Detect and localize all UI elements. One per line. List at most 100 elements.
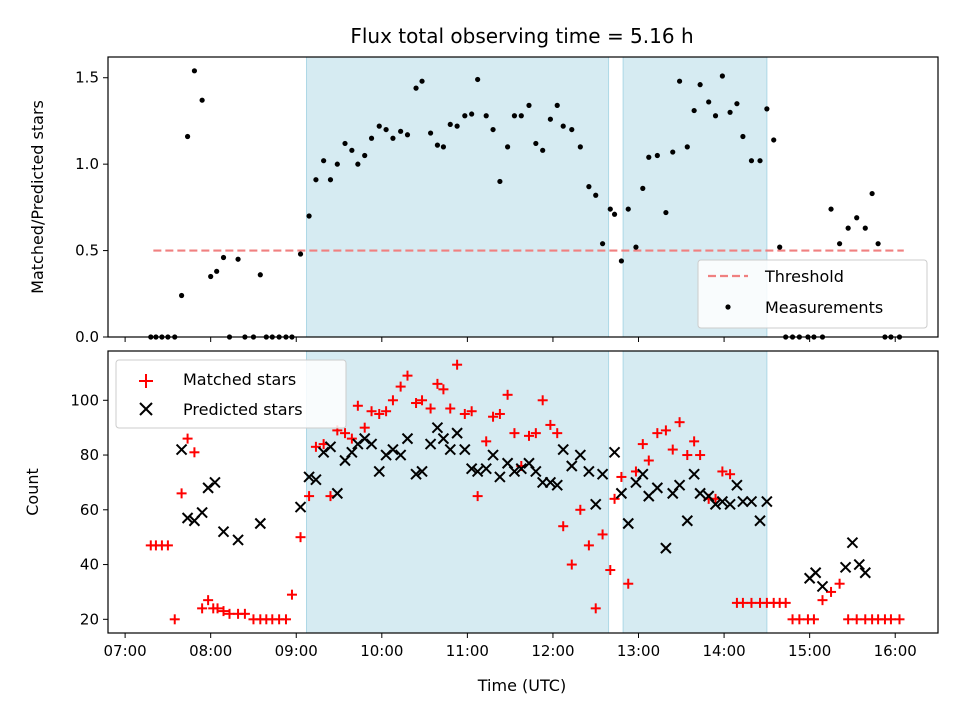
matched-stars-point	[817, 595, 828, 606]
predicted-stars-point	[694, 487, 706, 500]
observing-window-2	[622, 350, 768, 634]
predicted-stars-point	[761, 495, 773, 508]
matched-stars-point	[197, 603, 208, 614]
matched-stars-point	[286, 589, 297, 600]
measurements-point	[349, 147, 355, 153]
measurements-point	[355, 161, 361, 167]
predicted-stars-point	[424, 438, 437, 450]
matched-stars-point	[583, 540, 594, 551]
matched-stars-point	[537, 395, 548, 406]
count-panel: 20 40 60 80 100 07:00 08:00 09:00 10:00 11:00 12:…	[23, 350, 939, 695]
predicted-stars-point-b	[209, 476, 221, 489]
measurements-point	[670, 149, 676, 155]
measurements-point	[547, 116, 553, 122]
predicted-stars-point	[431, 421, 444, 434]
x-tick-label: 15:00	[788, 642, 831, 660]
measurements-point	[511, 113, 518, 119]
threshold-legend-label: Threshold	[764, 267, 844, 286]
predicted-stars-point-b	[394, 449, 407, 461]
matched-legend-label: Matched stars	[183, 370, 296, 389]
measurements-point	[748, 158, 755, 164]
predicted-stars-point-b	[437, 432, 450, 445]
predicted-stars-point	[480, 463, 492, 475]
measurements-legend-marker	[725, 304, 731, 310]
x-axis-label: Time (UTC)	[477, 676, 566, 695]
measurements-point	[518, 113, 524, 119]
predicted-stars-point	[745, 495, 758, 508]
predicted-stars-point	[551, 479, 563, 491]
predicted-stars-point-b	[310, 473, 322, 486]
measurements-point	[327, 177, 334, 183]
y-tick-label: 1.5	[75, 69, 99, 87]
predicted-stars-point-b	[694, 487, 706, 500]
predicted-stars-point	[643, 490, 655, 502]
matched-stars-point	[689, 436, 700, 447]
measurements-point	[771, 137, 777, 143]
measurements-point	[586, 184, 592, 190]
predicted-stars-point	[294, 501, 307, 513]
predicted-stars-point-b	[681, 515, 693, 527]
measurements-point	[869, 190, 875, 197]
y-tick-label: 0.5	[75, 242, 99, 260]
matched-stars-point	[746, 597, 757, 608]
matched-stars-point	[780, 597, 791, 608]
measurements-point	[390, 135, 396, 141]
matched-stars-point	[381, 406, 392, 417]
matched-stars-point	[509, 428, 520, 439]
predicted-stars-point	[846, 536, 859, 549]
matched-stars-point	[597, 529, 608, 540]
matched-stars-point	[717, 466, 728, 477]
predicted-stars-point-b	[596, 468, 609, 480]
matched-stars-point	[695, 450, 706, 461]
predicted-stars-point	[660, 542, 672, 554]
matched-stars-point	[488, 411, 499, 422]
predicted-stars-point-b	[673, 479, 686, 491]
matched-stars-point	[682, 450, 693, 461]
matched-stars-point	[452, 359, 463, 370]
matched-stars-point	[616, 471, 627, 482]
ratio-panel-frame	[107, 56, 939, 338]
measurements-point	[828, 206, 834, 212]
predicted-stars-point	[394, 449, 407, 461]
measurements-point	[235, 256, 241, 262]
measurements-point	[577, 144, 583, 150]
predicted-stars-point	[673, 479, 686, 491]
predicted-stars-point	[839, 561, 852, 573]
predicted-stars-point	[365, 438, 378, 450]
predicted-stars-point-b	[809, 567, 822, 579]
predicted-stars-point	[310, 473, 322, 486]
predicted-stars-point-b	[551, 479, 563, 491]
predicted-stars-point-b	[853, 558, 865, 571]
measurements-point	[497, 178, 503, 185]
predicted-stars-point	[544, 476, 557, 489]
predicted-stars-point	[437, 432, 450, 445]
measurements-point	[434, 142, 441, 148]
matched-stars-point	[502, 389, 513, 400]
x-tick-label: 10:00	[360, 642, 403, 660]
y-tick-label: 40	[80, 556, 99, 574]
matched-stars-point	[346, 433, 357, 444]
x-tick-label: 11:00	[446, 642, 489, 660]
predicted-stars-point-b	[324, 441, 337, 453]
predicted-stars-point-b	[217, 525, 230, 538]
predicted-stars-point-b	[175, 443, 188, 456]
predicted-stars-point-b	[574, 449, 587, 461]
x-tick-label: 13:00	[617, 642, 660, 660]
predicted-stars-point-b	[724, 498, 736, 511]
matched-stars-point	[643, 455, 654, 466]
matched-stars-point	[590, 603, 601, 614]
predicted-stars-point-b	[731, 479, 743, 491]
measurements-point	[199, 97, 205, 103]
predicted-stars-point-b	[346, 446, 358, 459]
measurements-point	[413, 85, 419, 91]
measurements-point	[368, 135, 375, 141]
matched-stars-point	[352, 400, 363, 411]
measurements-point	[646, 154, 652, 160]
predicted-stars-point	[459, 443, 471, 456]
measurements-point	[740, 133, 746, 140]
measurements-point	[454, 123, 460, 129]
observing-window-1	[306, 56, 610, 338]
matched-stars-point	[545, 419, 556, 430]
matched-stars-point	[674, 417, 685, 428]
